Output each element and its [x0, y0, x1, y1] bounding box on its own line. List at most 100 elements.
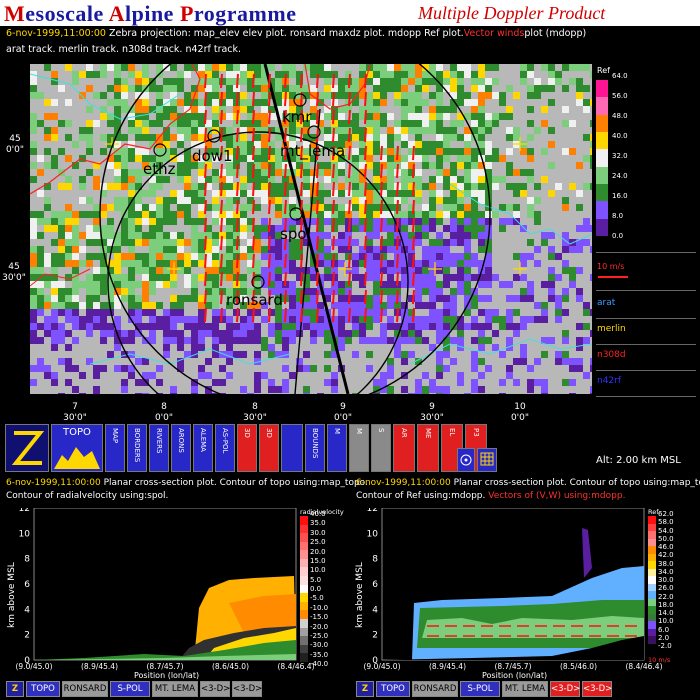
echo-cell: [478, 92, 485, 99]
toolbar-button-12[interactable]: S: [371, 424, 391, 472]
echo-cell: [429, 127, 436, 134]
zebra-logo-button[interactable]: [5, 424, 49, 472]
echo-cell: [163, 323, 170, 330]
echo-cell: [590, 225, 592, 232]
echo-cell: [114, 246, 121, 253]
toolbar-button-3[interactable]: ARONS: [171, 424, 191, 472]
station-marker[interactable]: [307, 125, 321, 139]
echo-cell: [184, 323, 191, 330]
bottom-button-ronsard[interactable]: RONSARD: [62, 681, 108, 697]
toolbar-button-5[interactable]: AS-POL: [215, 424, 235, 472]
toolbar-button-6[interactable]: 3D: [237, 424, 257, 472]
echo-cell: [30, 141, 37, 148]
echo-cell: [415, 337, 422, 344]
echo-cell: [65, 379, 72, 386]
station-marker[interactable]: [251, 275, 265, 289]
echo-cell: [121, 183, 128, 190]
echo-cell: [142, 323, 149, 330]
echo-cell: [548, 253, 555, 260]
toolbar-button-10[interactable]: M: [327, 424, 347, 472]
colorbar: [596, 80, 608, 236]
echo-cell: [471, 218, 478, 225]
toolbar-button-9[interactable]: BOUNDS: [305, 424, 325, 472]
echo-cell: [268, 78, 275, 85]
toolbar-button-1[interactable]: BORDERS: [127, 424, 147, 472]
echo-cell: [128, 232, 135, 239]
bottom-button--3-d-[interactable]: <3-D>: [200, 681, 230, 697]
echo-cell: [415, 386, 422, 393]
colorbar-swatch: [648, 591, 656, 599]
bottom-button-topo[interactable]: TOPO: [376, 681, 410, 697]
toolbar-button-11[interactable]: M: [349, 424, 369, 472]
toolbar-button-2[interactable]: RIVERS: [149, 424, 169, 472]
echo-cell: [429, 162, 436, 169]
echo-cell: [135, 134, 142, 141]
echo-cell: [548, 141, 555, 148]
bottom-button--3-d-[interactable]: <3-D>: [582, 681, 612, 697]
toolbar-button-7[interactable]: 3D: [259, 424, 279, 472]
radar-map[interactable]: kmr mt_lema dow1 ethz spol ronsard: [30, 64, 592, 394]
echo-cell: [156, 281, 163, 288]
echo-cell: [303, 295, 310, 302]
echo-cell: [380, 239, 387, 246]
right-xsec-panel[interactable]: km above MSL 12 10 8 6 4 2 0 (9.0/45.0) (8.9/45…: [352, 504, 700, 680]
echo-cell: [296, 169, 303, 176]
bottom-button-s-pol[interactable]: S-POL: [110, 681, 150, 697]
bottom-button-topo[interactable]: TOPO: [26, 681, 60, 697]
toolbar-button-8[interactable]: [281, 424, 303, 472]
echo-cell: [212, 113, 219, 120]
station-marker[interactable]: [293, 93, 307, 107]
toolbar-button-0[interactable]: MAP: [105, 424, 125, 472]
echo-cell: [464, 141, 471, 148]
echo-cell: [184, 169, 191, 176]
echo-cell: [135, 253, 142, 260]
grid-button[interactable]: [477, 448, 497, 472]
toolbar-button-13[interactable]: AR: [393, 424, 415, 472]
echo-cell: [51, 295, 58, 302]
echo-cell: [247, 253, 254, 260]
echo-cell: [219, 379, 226, 386]
colorbar-label: 42.0: [658, 551, 674, 560]
echo-cell: [373, 204, 380, 211]
toolbar-button-4[interactable]: ALEMA: [193, 424, 213, 472]
bottom-button-mt-lema[interactable]: MT. LEMA: [502, 681, 548, 697]
echo-cell: [478, 169, 485, 176]
echo-cell: [212, 211, 219, 218]
echo-cell: [471, 295, 478, 302]
echo-cell: [485, 295, 492, 302]
echo-cell: [429, 309, 436, 316]
bottom-button--3-d-[interactable]: <3-D>: [550, 681, 580, 697]
echo-cell: [226, 239, 233, 246]
station-marker[interactable]: [207, 129, 221, 143]
bottom-button-z[interactable]: Z: [6, 681, 24, 697]
left-xsec-panel[interactable]: km above MSL 12 10 8 6 4 2 0 (9.0/45.0) (8.9/45…: [4, 504, 348, 680]
bottom-button-s-pol[interactable]: S-POL: [460, 681, 500, 697]
bottom-button-ronsard[interactable]: RONSARD: [412, 681, 458, 697]
bottom-button-z[interactable]: Z: [356, 681, 374, 697]
x-tick-label: (8.6/45.0): [212, 662, 249, 671]
topo-button[interactable]: TOPO: [51, 424, 103, 472]
echo-cell: [352, 330, 359, 337]
echo-cell: [548, 288, 555, 295]
echo-cell: [380, 267, 387, 274]
echo-cell: [121, 106, 128, 113]
echo-cell: [506, 218, 513, 225]
toolbar-button-14[interactable]: ME: [417, 424, 439, 472]
echo-cell: [380, 162, 387, 169]
echo-cell: [233, 351, 240, 358]
echo-cell: [163, 337, 170, 344]
bottom-button--3-d-[interactable]: <3-D>: [232, 681, 262, 697]
echo-cell: [464, 155, 471, 162]
station-marker[interactable]: [153, 143, 167, 157]
echo-cell: [219, 330, 226, 337]
circle-target-button[interactable]: [457, 448, 475, 472]
colorbar-swatch: [648, 561, 656, 569]
echo-cell: [247, 85, 254, 92]
echo-cell: [422, 78, 429, 85]
echo-cell: [198, 141, 205, 148]
echo-cell: [212, 218, 219, 225]
colorbar-swatch: [596, 149, 608, 167]
bottom-button-mt-lema[interactable]: MT. LEMA: [152, 681, 198, 697]
station-marker[interactable]: [289, 207, 303, 221]
right-cbar-title: Ref: [648, 508, 659, 516]
